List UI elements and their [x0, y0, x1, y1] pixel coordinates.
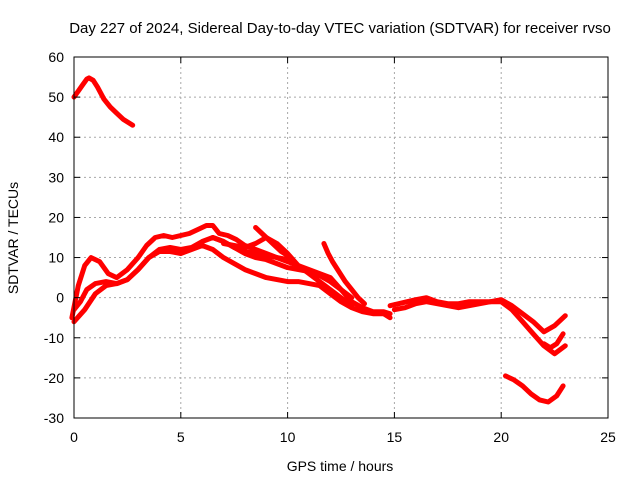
x-tick-label-2: 10: [280, 429, 296, 445]
series-line-arc-main-lower: [71, 243, 393, 325]
plot-frame: [73, 56, 609, 419]
x-tick-label-4: 20: [493, 429, 509, 445]
series-line-arc-late-branch: [541, 331, 566, 351]
series-line-arc-rise-9: [253, 225, 291, 258]
x-tick-label-0: 0: [70, 429, 78, 445]
y-tick-label-3: 0: [56, 290, 64, 306]
x-tick-label-3: 15: [387, 429, 403, 445]
data-series: [69, 75, 568, 405]
y-tick-label-4: 10: [48, 250, 64, 266]
x-tick-label-5: 25: [600, 429, 616, 445]
y-tick-label-0: -30: [44, 410, 64, 426]
y-tick-label-7: 40: [48, 129, 64, 145]
axis-ticks: 0 5 10 15 20 25 -30 -20 -10 0 10 20 30 40 50 60: [44, 49, 616, 445]
series-line-arc-late-low: [503, 373, 566, 405]
series-line-arc-evening-low: [391, 299, 568, 357]
x-tick-label-1: 5: [177, 429, 185, 445]
y-tick-label-1: -20: [44, 370, 64, 386]
y-tick-label-9: 60: [48, 49, 64, 65]
y-tick-label-5: 20: [48, 209, 64, 225]
y-tick-label-8: 50: [48, 89, 64, 105]
y-tick-label-6: 30: [48, 169, 64, 185]
series-line-arc-high-start: [71, 75, 136, 128]
series-line-arc-rise-11: [321, 241, 367, 307]
x-axis-title: GPS time / hours: [287, 458, 394, 474]
y-axis-title: SDTVAR / TECUs: [5, 182, 21, 294]
series-line-arc-evening: [387, 295, 568, 335]
y-tick-label-2: -10: [44, 330, 64, 346]
series-line-arc-main-upper: [69, 223, 291, 321]
chart-title: Day 227 of 2024, Sidereal Day-to-day VTE…: [69, 20, 611, 37]
